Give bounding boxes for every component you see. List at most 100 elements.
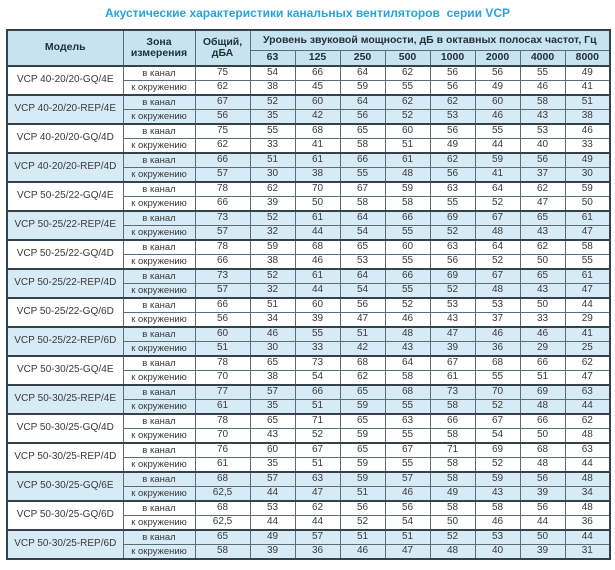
band-level-cell: 55 xyxy=(339,167,386,183)
band-level-cell: 46 xyxy=(339,544,386,560)
band-level-cell: 46 xyxy=(474,326,521,342)
model-cell: VCP 50-25/22-REP/6D xyxy=(6,326,124,357)
band-level-cell: 46 xyxy=(519,326,566,342)
model-cell: VCP 50-30/25-REP/4D xyxy=(6,442,124,473)
band-level-cell: 39 xyxy=(294,312,341,328)
band-level-cell: 65 xyxy=(249,355,296,371)
col-header-freq-500: 500 xyxy=(384,49,431,67)
band-level-cell: 55 xyxy=(384,457,431,473)
band-level-cell: 52 xyxy=(474,196,521,212)
band-level-cell: 62 xyxy=(519,181,566,197)
band-level-cell: 48 xyxy=(384,326,431,342)
total-dba-cell: 56 xyxy=(194,312,251,328)
band-level-cell: 43 xyxy=(519,225,566,241)
band-level-cell: 29 xyxy=(564,312,611,328)
measurement-zone-cell: к окружению xyxy=(122,80,196,96)
band-level-cell: 39 xyxy=(429,341,476,357)
table-row: к окружению 62,5 44 47 51 46 49 43 39 34 xyxy=(7,486,611,502)
band-level-cell: 25 xyxy=(564,341,611,357)
band-level-cell: 34 xyxy=(249,312,296,328)
band-level-cell: 51 xyxy=(564,94,611,110)
model-cell: VCP 50-25/22-GQ/4D xyxy=(6,239,124,270)
total-dba-cell: 60 xyxy=(194,326,251,342)
measurement-zone-cell: к окружению xyxy=(122,167,196,183)
band-level-cell: 51 xyxy=(294,457,341,473)
band-level-cell: 64 xyxy=(384,355,431,371)
band-level-cell: 50 xyxy=(564,196,611,212)
band-level-cell: 60 xyxy=(249,442,296,458)
band-level-cell: 55 xyxy=(384,254,431,270)
band-level-cell: 63 xyxy=(564,442,611,458)
total-dba-cell: 73 xyxy=(194,210,251,226)
band-level-cell: 44 xyxy=(474,138,521,154)
band-level-cell: 65 xyxy=(519,268,566,284)
band-level-cell: 56 xyxy=(519,152,566,168)
band-level-cell: 61 xyxy=(564,210,611,226)
band-level-cell: 33 xyxy=(249,138,296,154)
band-level-cell: 60 xyxy=(384,123,431,139)
band-level-cell: 30 xyxy=(249,167,296,183)
band-level-cell: 48 xyxy=(564,500,611,516)
table-row: к окружению 66 39 50 58 58 55 52 47 50 xyxy=(7,196,611,212)
total-dba-cell: 66 xyxy=(194,254,251,270)
band-level-cell: 63 xyxy=(429,239,476,255)
band-level-cell: 33 xyxy=(294,341,341,357)
band-level-cell: 62 xyxy=(249,181,296,197)
band-level-cell: 59 xyxy=(474,152,521,168)
band-level-cell: 44 xyxy=(249,486,296,502)
measurement-zone-cell: в канал xyxy=(122,210,196,226)
band-level-cell: 46 xyxy=(249,326,296,342)
table-row: VCP 40-20/20-REP/4E в канал 67 52 60 64 62 62 60… xyxy=(6,94,611,125)
band-level-cell: 50 xyxy=(519,428,566,444)
table-row: к окружению 56 34 39 47 46 43 37 33 29 xyxy=(7,312,611,328)
total-dba-cell: 68 xyxy=(194,471,251,487)
band-level-cell: 58 xyxy=(429,399,476,415)
band-level-cell: 63 xyxy=(384,413,431,429)
table-row: к окружению 61 35 51 59 55 58 52 48 44 xyxy=(7,457,611,473)
band-level-cell: 43 xyxy=(474,486,521,502)
band-level-cell: 41 xyxy=(564,326,611,342)
measurement-zone-cell: в канал xyxy=(122,297,196,313)
model-cell: VCP 50-25/22-GQ/6D xyxy=(6,297,124,328)
band-level-cell: 61 xyxy=(294,210,341,226)
table-row: к окружению 61 35 51 59 55 58 52 48 44 xyxy=(7,399,611,415)
total-dba-cell: 75 xyxy=(194,65,251,81)
band-level-cell: 56 xyxy=(339,109,386,125)
measurement-zone-cell: в канал xyxy=(122,355,196,371)
band-level-cell: 67 xyxy=(474,413,521,429)
measurement-zone-cell: к окружению xyxy=(122,254,196,270)
band-level-cell: 51 xyxy=(384,138,431,154)
measurement-zone-cell: к окружению xyxy=(122,138,196,154)
total-dba-cell: 57 xyxy=(194,225,251,241)
col-header-freq-63: 63 xyxy=(249,49,296,67)
band-level-cell: 47 xyxy=(339,312,386,328)
band-level-cell: 42 xyxy=(339,341,386,357)
band-level-cell: 65 xyxy=(339,413,386,429)
band-level-cell: 45 xyxy=(294,80,341,96)
total-dba-cell: 61 xyxy=(194,457,251,473)
band-level-cell: 55 xyxy=(384,225,431,241)
total-dba-cell: 67 xyxy=(194,94,251,110)
model-cell: VCP 50-25/22-REP/4E xyxy=(6,210,124,241)
band-level-cell: 41 xyxy=(474,167,521,183)
band-level-cell: 71 xyxy=(429,442,476,458)
band-level-cell: 38 xyxy=(249,80,296,96)
measurement-zone-cell: в канал xyxy=(122,326,196,342)
model-cell: VCP 50-30/25-GQ/4D xyxy=(6,413,124,444)
band-level-cell: 35 xyxy=(249,457,296,473)
band-level-cell: 37 xyxy=(474,312,521,328)
band-level-cell: 65 xyxy=(339,442,386,458)
col-header-total-dba: Общий, дБА xyxy=(194,29,251,67)
band-level-cell: 58 xyxy=(474,500,521,516)
total-dba-cell: 56 xyxy=(194,109,251,125)
table-row: VCP 40-20/20-REP/4D в канал 66 51 61 66 61 62 59… xyxy=(6,152,611,183)
band-level-cell: 35 xyxy=(249,399,296,415)
band-level-cell: 54 xyxy=(294,370,341,386)
band-level-cell: 35 xyxy=(249,109,296,125)
table-row: к окружению 57 32 44 54 55 52 48 43 47 xyxy=(7,283,611,299)
band-level-cell: 56 xyxy=(429,65,476,81)
band-level-cell: 33 xyxy=(564,138,611,154)
measurement-zone-cell: к окружению xyxy=(122,283,196,299)
band-level-cell: 29 xyxy=(519,341,566,357)
band-level-cell: 52 xyxy=(339,515,386,531)
